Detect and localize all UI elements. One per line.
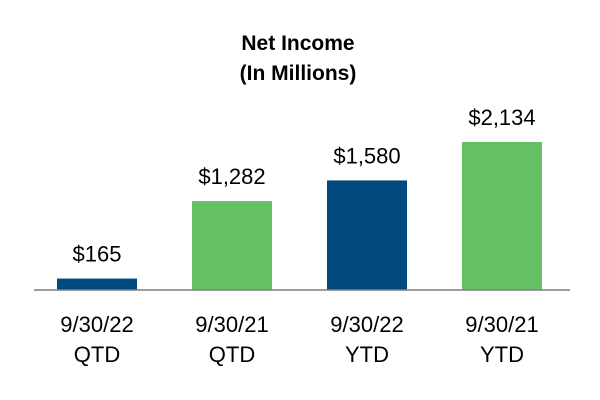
chart-subtitle: (In Millions) bbox=[240, 62, 357, 85]
value-label-0: $165 bbox=[73, 242, 122, 267]
value-label-2: $1,580 bbox=[333, 143, 400, 168]
category-label-1-line-0: 9/30/21 bbox=[195, 312, 268, 337]
category-label-1-line-1: QTD bbox=[209, 342, 255, 367]
bars-group bbox=[57, 142, 542, 290]
category-label-0-line-0: 9/30/22 bbox=[60, 312, 133, 337]
bar-2 bbox=[327, 180, 407, 290]
value-labels-group: $165 $1,282 $1,580 $2,134 bbox=[73, 105, 536, 267]
value-label-1: $1,282 bbox=[198, 164, 265, 189]
bar-0 bbox=[57, 278, 137, 290]
category-label-2-line-1: YTD bbox=[345, 342, 389, 367]
bar-3 bbox=[462, 142, 542, 290]
category-label-3-line-0: 9/30/21 bbox=[465, 312, 538, 337]
category-labels-group: 9/30/22 QTD 9/30/21 QTD 9/30/22 YTD 9/30/21 YTD bbox=[60, 312, 538, 367]
category-label-0-line-1: QTD bbox=[74, 342, 120, 367]
category-label-3-line-1: YTD bbox=[480, 342, 524, 367]
category-label-2-line-0: 9/30/22 bbox=[330, 312, 403, 337]
value-label-3: $2,134 bbox=[468, 105, 535, 130]
bar-1 bbox=[192, 201, 272, 290]
chart-title: Net Income bbox=[241, 32, 354, 55]
